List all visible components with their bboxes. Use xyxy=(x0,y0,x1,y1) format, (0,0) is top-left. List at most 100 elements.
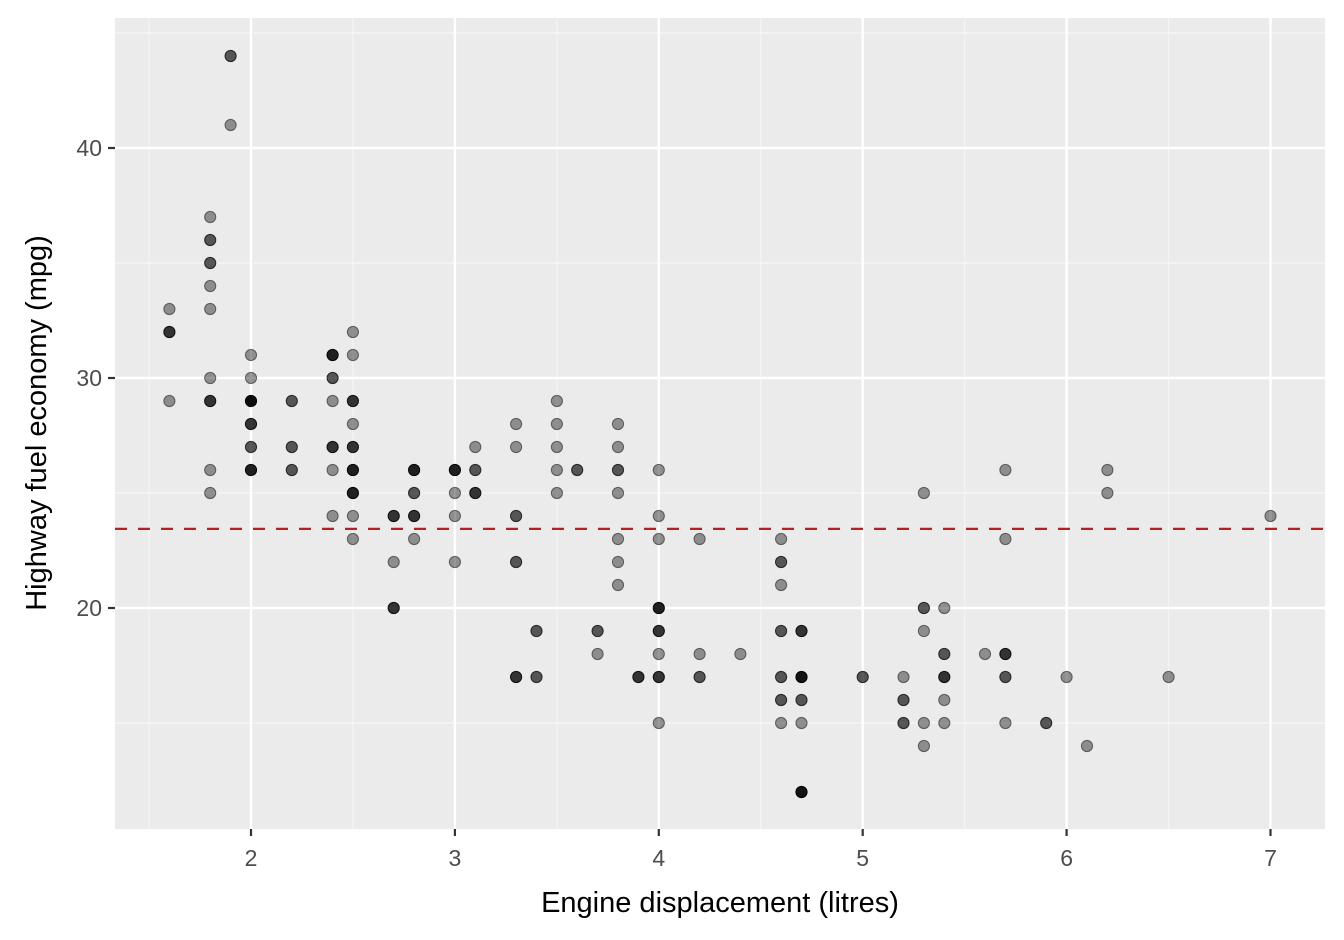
x-tick-label: 6 xyxy=(1060,845,1073,871)
y-tick-label: 40 xyxy=(76,135,102,161)
data-point xyxy=(775,624,788,638)
data-point xyxy=(1040,716,1053,730)
data-point xyxy=(795,693,808,707)
data-point xyxy=(326,348,339,362)
data-point xyxy=(795,670,808,684)
data-point xyxy=(775,578,788,592)
data-point xyxy=(1101,486,1114,500)
data-point xyxy=(897,716,910,730)
data-point xyxy=(611,578,625,592)
data-point xyxy=(917,624,931,638)
data-point xyxy=(469,440,482,454)
data-point xyxy=(408,532,421,546)
data-point xyxy=(244,417,258,431)
major-gridlines xyxy=(115,18,1325,829)
data-point xyxy=(469,463,482,477)
data-point xyxy=(1162,670,1175,684)
data-points xyxy=(163,49,1277,799)
data-point xyxy=(611,440,625,454)
y-tick-label: 30 xyxy=(76,365,102,391)
data-point xyxy=(204,233,217,247)
data-point xyxy=(509,670,523,684)
data-point xyxy=(611,463,625,477)
data-point xyxy=(244,371,258,385)
data-point xyxy=(550,463,564,477)
data-point xyxy=(346,394,359,408)
x-tick-label: 2 xyxy=(245,845,258,871)
data-point xyxy=(652,716,665,730)
data-point xyxy=(938,716,951,730)
data-point xyxy=(999,716,1012,730)
data-point xyxy=(326,394,339,408)
data-point xyxy=(897,670,910,684)
data-point xyxy=(244,348,258,362)
data-point xyxy=(530,670,543,684)
data-point xyxy=(611,555,625,569)
data-point xyxy=(326,371,339,385)
data-point xyxy=(1101,463,1114,477)
x-axis: 2 3 4 5 6 7 xyxy=(245,829,1277,871)
data-point xyxy=(550,440,564,454)
data-point xyxy=(550,394,564,408)
data-point xyxy=(775,532,788,546)
data-point xyxy=(978,647,992,661)
data-point xyxy=(224,118,237,132)
data-point xyxy=(448,555,461,569)
data-point xyxy=(917,486,931,500)
data-point xyxy=(448,509,461,523)
data-point xyxy=(204,279,217,293)
data-point xyxy=(346,440,359,454)
data-point xyxy=(632,670,645,684)
data-point xyxy=(938,647,951,661)
y-axis-title: Highway fuel economy (mpg) xyxy=(21,235,53,611)
data-point xyxy=(204,394,217,408)
data-point xyxy=(611,486,625,500)
data-point xyxy=(795,716,808,730)
data-point xyxy=(204,256,217,270)
data-point xyxy=(448,486,461,500)
data-point xyxy=(408,486,421,500)
data-point xyxy=(795,624,808,638)
data-point xyxy=(775,555,788,569)
data-point xyxy=(469,486,482,500)
data-point xyxy=(693,647,706,661)
y-tick-label: 20 xyxy=(76,595,102,621)
data-point xyxy=(387,555,400,569)
data-point xyxy=(611,532,625,546)
data-point xyxy=(999,670,1012,684)
data-point xyxy=(591,624,604,638)
data-point xyxy=(795,785,808,799)
data-point xyxy=(917,601,931,615)
data-point xyxy=(346,463,359,477)
data-point xyxy=(204,302,217,316)
data-point xyxy=(448,463,461,477)
data-point xyxy=(999,463,1012,477)
data-point xyxy=(163,302,176,316)
data-point xyxy=(938,601,951,615)
data-point xyxy=(224,49,237,63)
data-point xyxy=(163,394,176,408)
data-point xyxy=(652,624,665,638)
data-point xyxy=(611,417,625,431)
x-axis-title: Engine displacement (litres) xyxy=(541,887,899,919)
data-point xyxy=(550,486,564,500)
data-point xyxy=(509,417,523,431)
data-point xyxy=(591,647,604,661)
data-point xyxy=(938,670,951,684)
data-point xyxy=(244,463,258,477)
minor-gridlines xyxy=(115,18,1325,829)
data-point xyxy=(999,532,1012,546)
y-axis: 20 30 40 xyxy=(76,135,115,621)
data-point xyxy=(652,463,665,477)
data-point xyxy=(775,670,788,684)
data-point xyxy=(346,417,359,431)
data-point xyxy=(938,693,951,707)
data-point xyxy=(509,555,523,569)
data-point xyxy=(346,532,359,546)
data-point xyxy=(285,394,298,408)
data-point xyxy=(163,325,176,339)
data-point xyxy=(856,670,869,684)
data-point xyxy=(285,440,298,454)
data-point xyxy=(917,739,931,753)
